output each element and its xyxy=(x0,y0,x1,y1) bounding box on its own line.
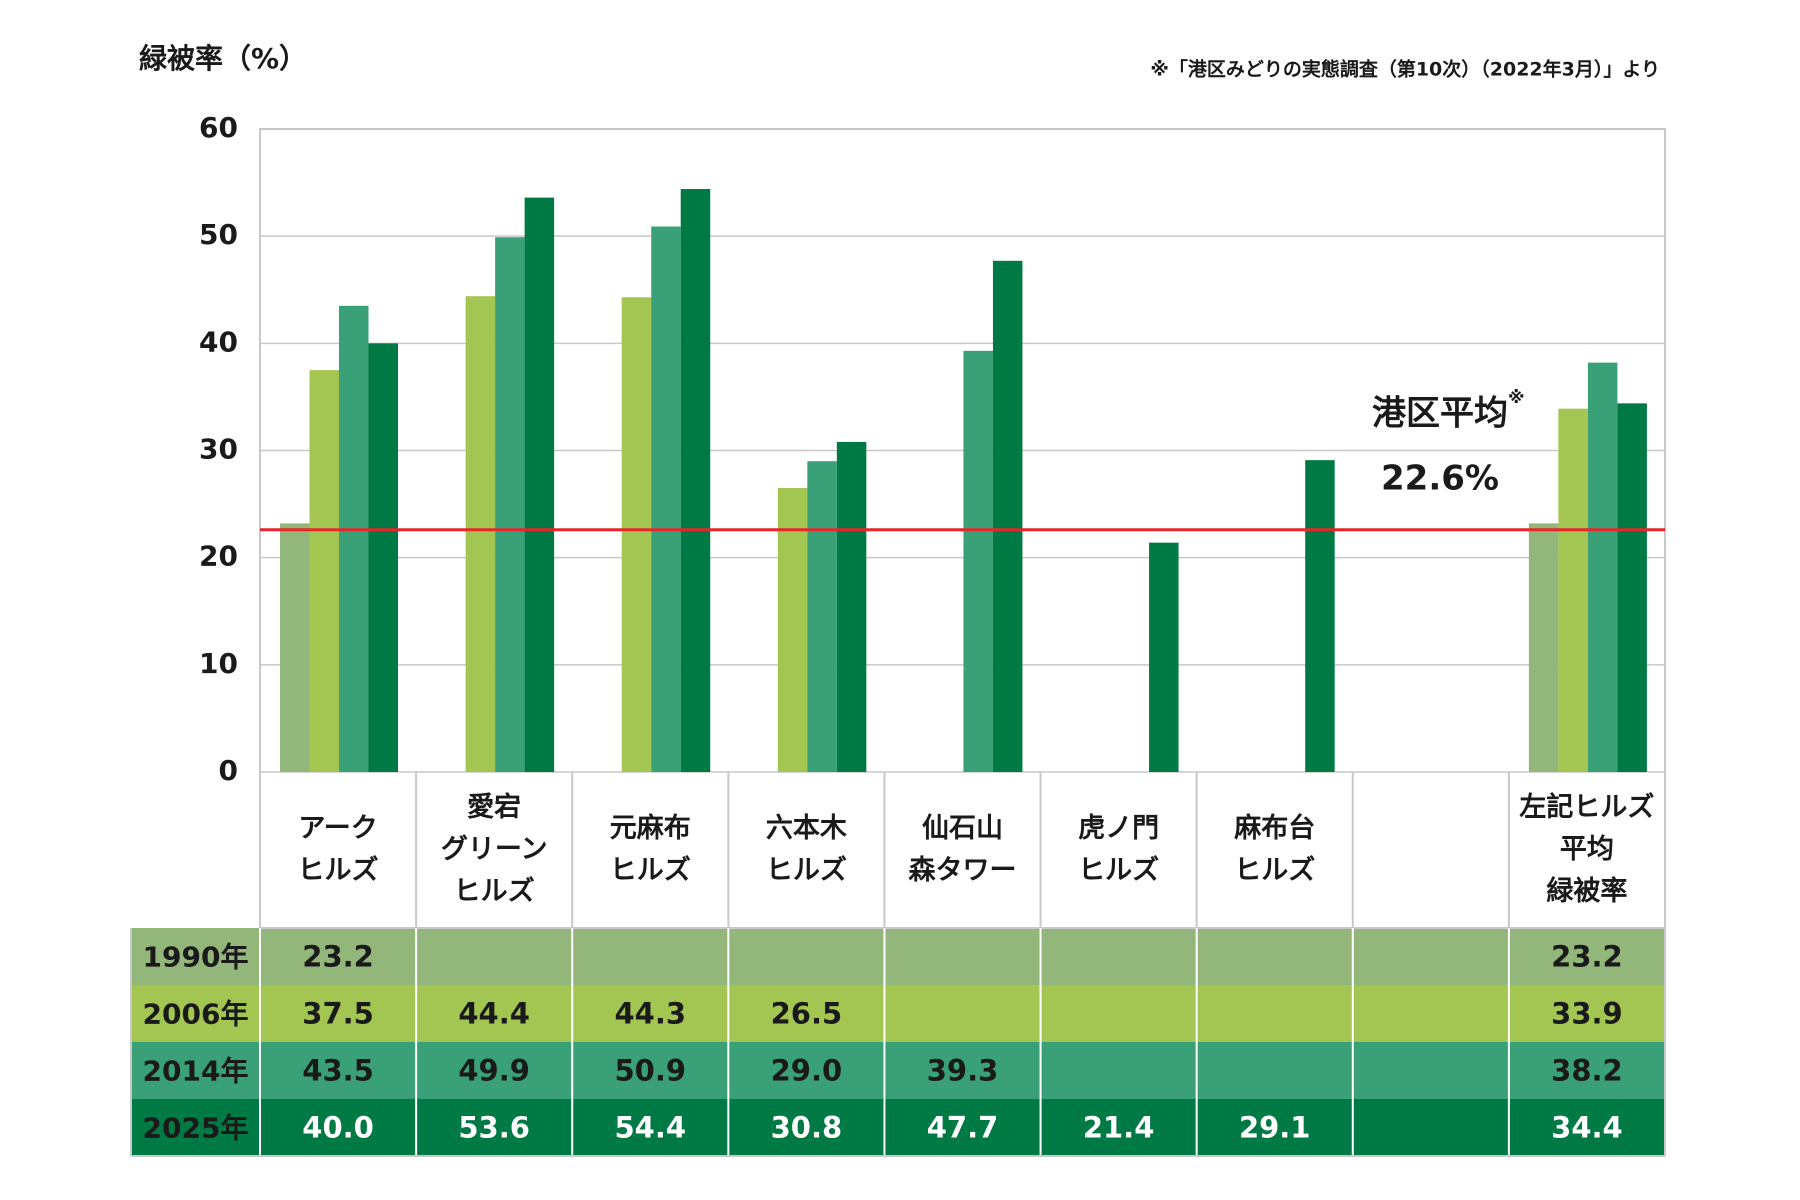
x-tick-label: 麻布台 ヒルズ xyxy=(1234,813,1316,886)
value-label: 54.4 xyxy=(614,1111,686,1145)
x-tick-label: 虎ノ門 ヒルズ xyxy=(1078,813,1160,886)
bar xyxy=(992,260,1023,772)
value-label: 40.0 xyxy=(302,1111,374,1145)
bar xyxy=(777,488,808,772)
bar xyxy=(1617,403,1647,772)
y-tick-label: 40 xyxy=(199,325,238,358)
row-header: 2006年 xyxy=(143,998,249,1031)
chart-title: 緑被率（%） xyxy=(139,42,307,75)
bar xyxy=(524,197,555,772)
reference-mark: ※ xyxy=(1508,388,1525,408)
bar xyxy=(280,523,310,772)
x-tick-label: 左記ヒルズ 平均 緑被率 xyxy=(1519,792,1655,907)
bar xyxy=(1558,408,1588,772)
x-tick-label: 仙石山 森タワー xyxy=(908,813,1017,886)
bar xyxy=(309,370,339,772)
value-label: 26.5 xyxy=(771,997,843,1031)
value-label: 39.3 xyxy=(927,1054,999,1088)
value-label: 44.4 xyxy=(458,997,530,1031)
y-tick-label: 50 xyxy=(199,218,238,251)
value-label: 50.9 xyxy=(614,1054,686,1088)
value-label: 44.3 xyxy=(614,997,686,1031)
value-label: 30.8 xyxy=(771,1111,843,1145)
bar xyxy=(807,461,837,772)
value-label: 23.2 xyxy=(302,940,374,974)
value-label: 34.4 xyxy=(1551,1111,1623,1145)
bar xyxy=(836,441,867,772)
bar xyxy=(963,350,993,772)
x-tick-label: 愛宕 グリーン ヒルズ xyxy=(440,792,548,907)
bar xyxy=(495,237,525,772)
bar xyxy=(339,305,369,772)
row-header: 2014年 xyxy=(143,1055,249,1088)
y-tick-label: 0 xyxy=(219,754,238,787)
value-label: 49.9 xyxy=(458,1054,530,1088)
x-tick-label: 元麻布 ヒルズ xyxy=(609,813,691,886)
value-label: 53.6 xyxy=(458,1111,530,1145)
value-label: 23.2 xyxy=(1551,940,1623,974)
x-tick-label: アーク ヒルズ xyxy=(297,813,379,886)
bar xyxy=(465,296,496,772)
y-tick-label: 60 xyxy=(199,111,238,144)
row-header: 2025年 xyxy=(143,1112,249,1145)
bar xyxy=(1149,542,1179,772)
table-row xyxy=(131,985,1665,1042)
reference-value: 22.6% xyxy=(1381,459,1499,499)
value-label: 43.5 xyxy=(302,1054,374,1088)
row-header: 1990年 xyxy=(143,941,249,974)
bar xyxy=(1528,523,1559,772)
x-tick-label: 六本木 ヒルズ xyxy=(765,813,847,886)
value-label: 37.5 xyxy=(302,997,374,1031)
table-row xyxy=(131,928,1665,985)
y-tick-label: 20 xyxy=(199,540,238,573)
table-row xyxy=(131,1099,1665,1156)
value-label: 29.1 xyxy=(1239,1111,1311,1145)
bar xyxy=(368,343,398,772)
bar xyxy=(1305,460,1335,772)
bar xyxy=(621,297,652,772)
value-label: 47.7 xyxy=(927,1111,999,1145)
bar xyxy=(1587,362,1618,772)
y-tick-label: 10 xyxy=(199,647,238,680)
table-row xyxy=(131,1042,1665,1099)
value-label: 33.9 xyxy=(1551,997,1623,1031)
reference-label: 港区平均 xyxy=(1372,394,1508,434)
value-label: 29.0 xyxy=(771,1054,843,1088)
bar xyxy=(680,189,711,773)
value-label: 38.2 xyxy=(1551,1054,1623,1088)
bar xyxy=(651,226,681,772)
value-label: 21.4 xyxy=(1083,1111,1155,1145)
source-note: ※「港区みどりの実態調査（第10次）（2022年3月）」より xyxy=(1150,58,1660,81)
y-tick-label: 30 xyxy=(199,433,238,466)
